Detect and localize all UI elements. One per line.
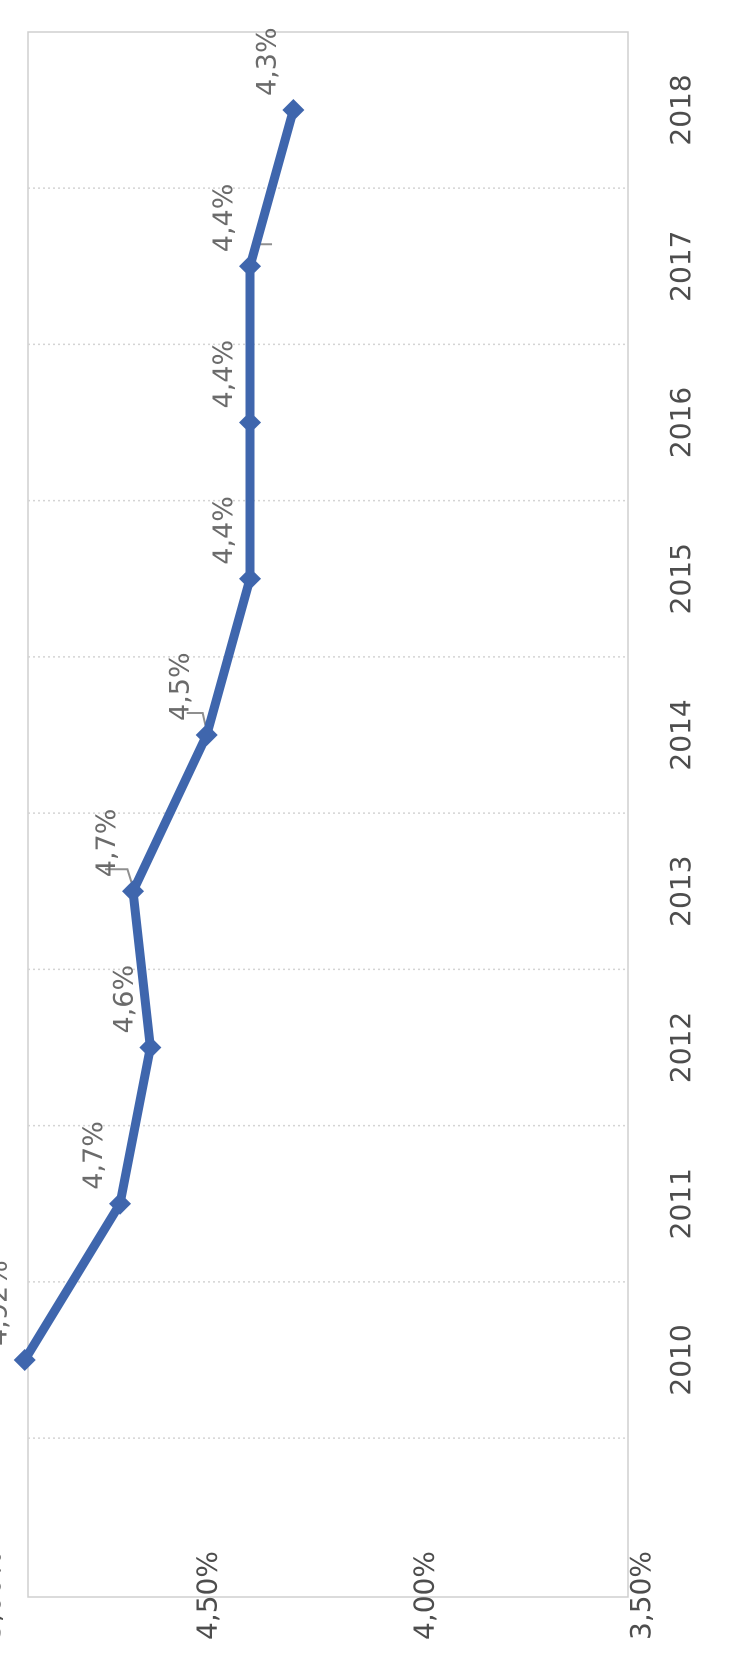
plot-area xyxy=(27,31,629,1598)
x-tick-label: 2010 xyxy=(664,1324,697,1395)
data-label: 4,6% xyxy=(108,965,139,1034)
data-label: 4,4% xyxy=(208,340,239,409)
y-tick-label: 3,50% xyxy=(624,1551,657,1640)
x-tick-label: 2011 xyxy=(664,1168,697,1239)
x-tick-label: 2018 xyxy=(664,74,697,145)
data-label: 4,5% xyxy=(165,652,196,721)
series-marker xyxy=(239,567,262,590)
data-label: 4,92% xyxy=(0,1260,14,1346)
y-axis-ticks: 3,50%4,00%4,50%5,00%5,50% xyxy=(0,1551,657,1640)
y-tick-label: 4,50% xyxy=(191,1551,224,1640)
series-marker xyxy=(122,880,145,903)
series-marker xyxy=(282,99,305,121)
series-line xyxy=(20,105,298,1365)
data-label: 4,4% xyxy=(208,496,239,565)
series-marker xyxy=(239,255,262,278)
series-marker xyxy=(109,1192,132,1215)
series-marker xyxy=(139,1036,162,1059)
x-tick-label: 2016 xyxy=(664,387,697,458)
data-label: 4,4% xyxy=(208,184,239,253)
data-label: 4,3% xyxy=(251,27,282,96)
series-marker xyxy=(195,724,218,746)
gridlines xyxy=(28,187,628,1439)
y-tick-label: 4,00% xyxy=(407,1551,440,1640)
x-tick-label: 2014 xyxy=(664,699,697,770)
y-tick-label: 5,00% xyxy=(0,1551,7,1640)
x-tick-label: 2015 xyxy=(664,543,697,614)
data-label: 4,7% xyxy=(91,809,122,878)
label-leader-line xyxy=(105,868,134,888)
series-marker xyxy=(13,1349,36,1371)
x-tick-label: 2013 xyxy=(664,856,697,927)
x-tick-label: 2012 xyxy=(664,1012,697,1083)
series-markers xyxy=(13,99,305,1371)
x-axis-ticks: 2010 2011 2012 2013 2014 2015 2016 2017 2018 xyxy=(664,74,697,1395)
x-tick-label: 2017 xyxy=(664,231,697,302)
data-label: 4,7% xyxy=(78,1121,109,1190)
series-marker xyxy=(239,411,262,434)
data-labels: 4,92% 4,7% 4,6% 4,7% 4,5% 4,4% 4,4% 4,4% 4,3% xyxy=(0,27,282,1346)
